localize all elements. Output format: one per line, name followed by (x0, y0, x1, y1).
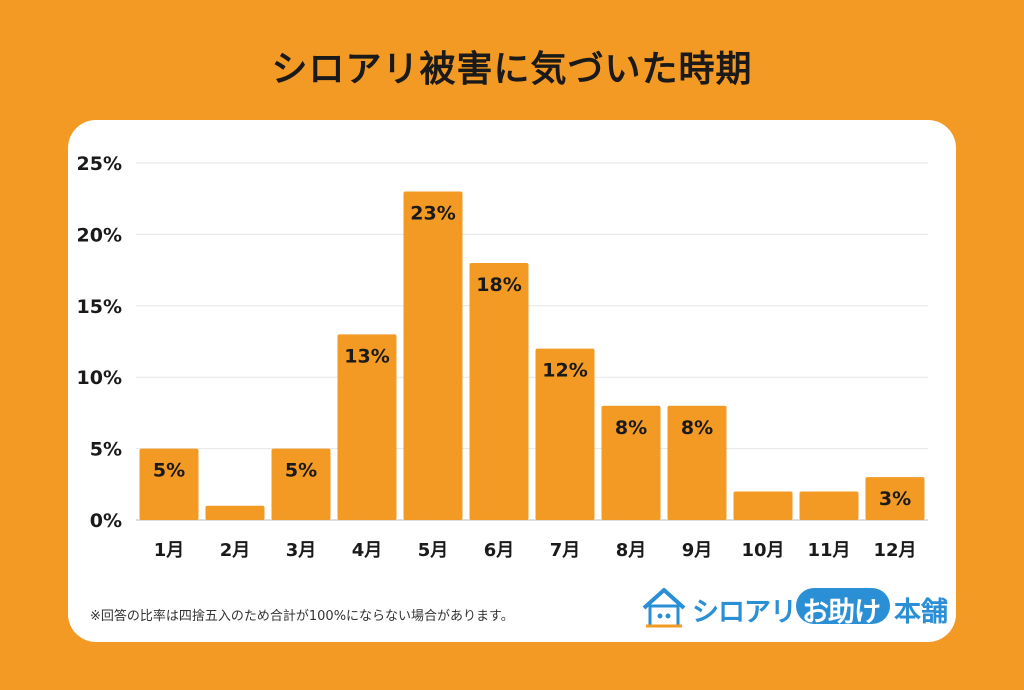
bar-value-label: 8% (681, 417, 713, 439)
bar (667, 405, 727, 520)
bar (403, 191, 463, 520)
x-tick-label: 2月 (220, 540, 251, 561)
logo-badge (796, 588, 890, 624)
x-tick-label: 11月 (807, 540, 850, 561)
bar (601, 405, 661, 520)
logo-text-shiroari: シロアリ (692, 597, 797, 628)
y-tick-label: 10% (77, 367, 122, 389)
x-tick-label: 7月 (550, 540, 581, 561)
bar (337, 334, 397, 520)
y-tick-label: 5% (90, 439, 122, 461)
y-tick-label: 0% (90, 510, 122, 532)
bar-chart: 0% 5% 10% 15% 20% 25% 5% 1月 2月 5% 3月 13% 4月 23% 5月 18% 6… (77, 153, 928, 561)
x-tick-label: 3月 (286, 540, 317, 561)
page-title: シロアリ被害に気づいた時期 (271, 49, 753, 90)
bar (865, 477, 925, 520)
bar-value-label: 8% (615, 417, 647, 439)
bar-value-label: 23% (410, 203, 455, 225)
x-tick-label: 5月 (418, 540, 449, 561)
bar (205, 505, 265, 520)
logo-text-otasuke: お助け (802, 597, 881, 628)
bar (733, 491, 793, 520)
x-tick-label: 9月 (682, 540, 713, 561)
bar (139, 448, 199, 520)
bar (271, 448, 331, 520)
brand-logo: シロアリ お助け 本舗 (640, 586, 950, 630)
logo-text-honpo: 本舗 (894, 597, 948, 628)
y-tick-label: 15% (77, 296, 122, 318)
bar (469, 262, 529, 520)
bar-value-label: 5% (153, 460, 185, 482)
bar-value-label: 18% (476, 274, 521, 296)
house-icon (642, 588, 686, 628)
bar-value-label: 13% (344, 345, 389, 367)
x-tick-label: 1月 (154, 540, 185, 561)
y-tick-label: 25% (77, 153, 122, 175)
x-tick-label: 8月 (616, 540, 647, 561)
chart-card: 0% 5% 10% 15% 20% 25% 5% 1月 2月 5% 3月 13% 4月 23% 5月 18% 6… (68, 120, 956, 642)
x-tick-label: 6月 (484, 540, 515, 561)
bar-value-label: 5% (285, 460, 317, 482)
x-tick-label: 4月 (352, 540, 383, 561)
bar-value-label: 3% (879, 488, 911, 510)
y-tick-label: 20% (77, 224, 122, 246)
bar (799, 491, 859, 520)
x-tick-label: 12月 (873, 540, 916, 561)
bar-value-label: 12% (542, 360, 587, 382)
x-tick-label: 10月 (741, 540, 784, 561)
footnote: ※回答の比率は四捨五入のため合計が100%にならない場合があります。 (90, 609, 514, 624)
bar (535, 348, 595, 520)
